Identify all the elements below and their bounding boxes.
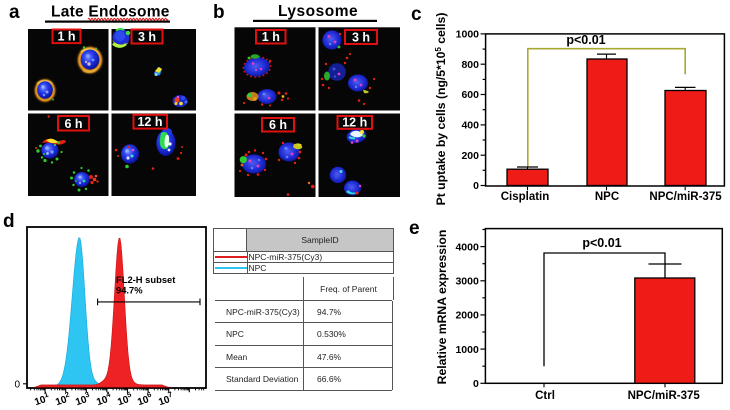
svg-text:107: 107 [156,390,175,409]
svg-text:104: 104 [94,389,114,408]
svg-text:1 h: 1 h [262,30,280,44]
svg-text:FL2-H subset: FL2-H subset [116,274,175,285]
svg-text:Relative mRNA expression: Relative mRNA expression [435,230,449,385]
svg-text:12 h: 12 h [137,115,162,129]
svg-text:Ctrl: Ctrl [535,390,555,402]
svg-text:Cisplatin: Cisplatin [501,191,550,203]
svg-text:3 h: 3 h [352,30,370,44]
svg-text:103: 103 [73,390,92,409]
svg-text:2000: 2000 [455,310,479,322]
svg-text:200: 200 [461,150,479,162]
svg-text:4000: 4000 [455,241,479,253]
svg-text:1000: 1000 [456,29,480,41]
svg-text:6 h: 6 h [269,118,287,132]
svg-text:0: 0 [473,180,479,192]
svg-text:800: 800 [461,59,479,71]
svg-text:NPC/miR-375: NPC/miR-375 [628,390,701,402]
svg-text:e: e [409,218,420,239]
svg-text:Pt uptake by cells (ng/5*105 c: Pt uptake by cells (ng/5*105 cells) [434,13,448,206]
svg-text:94.7%: 94.7% [116,285,143,296]
svg-text:c: c [411,4,422,25]
svg-text:12 h: 12 h [342,116,367,130]
svg-text:NPC/miR-375: NPC/miR-375 [649,191,722,203]
svg-text:p<0.01: p<0.01 [582,236,621,250]
svg-text:6 h: 6 h [64,117,82,131]
svg-text:p<0.01: p<0.01 [566,33,605,47]
svg-text:d: d [3,211,15,232]
svg-text:105: 105 [115,390,134,409]
svg-text:3000: 3000 [455,276,479,288]
svg-text:NPC: NPC [595,191,619,203]
svg-text:3 h: 3 h [138,30,156,44]
svg-text:101: 101 [32,390,51,409]
svg-text:Late Endosome: Late Endosome [51,4,170,21]
svg-text:Lysosome: Lysosome [278,3,358,20]
svg-text:600: 600 [461,89,479,101]
svg-text:1 h: 1 h [57,30,75,44]
svg-text:a: a [9,2,20,23]
svg-text:102: 102 [53,390,72,409]
svg-text:400: 400 [461,120,479,132]
svg-text:106: 106 [135,390,154,409]
svg-text:0: 0 [14,380,20,391]
svg-text:1000: 1000 [455,344,479,356]
svg-text:0: 0 [473,378,479,390]
svg-text:b: b [213,2,225,23]
